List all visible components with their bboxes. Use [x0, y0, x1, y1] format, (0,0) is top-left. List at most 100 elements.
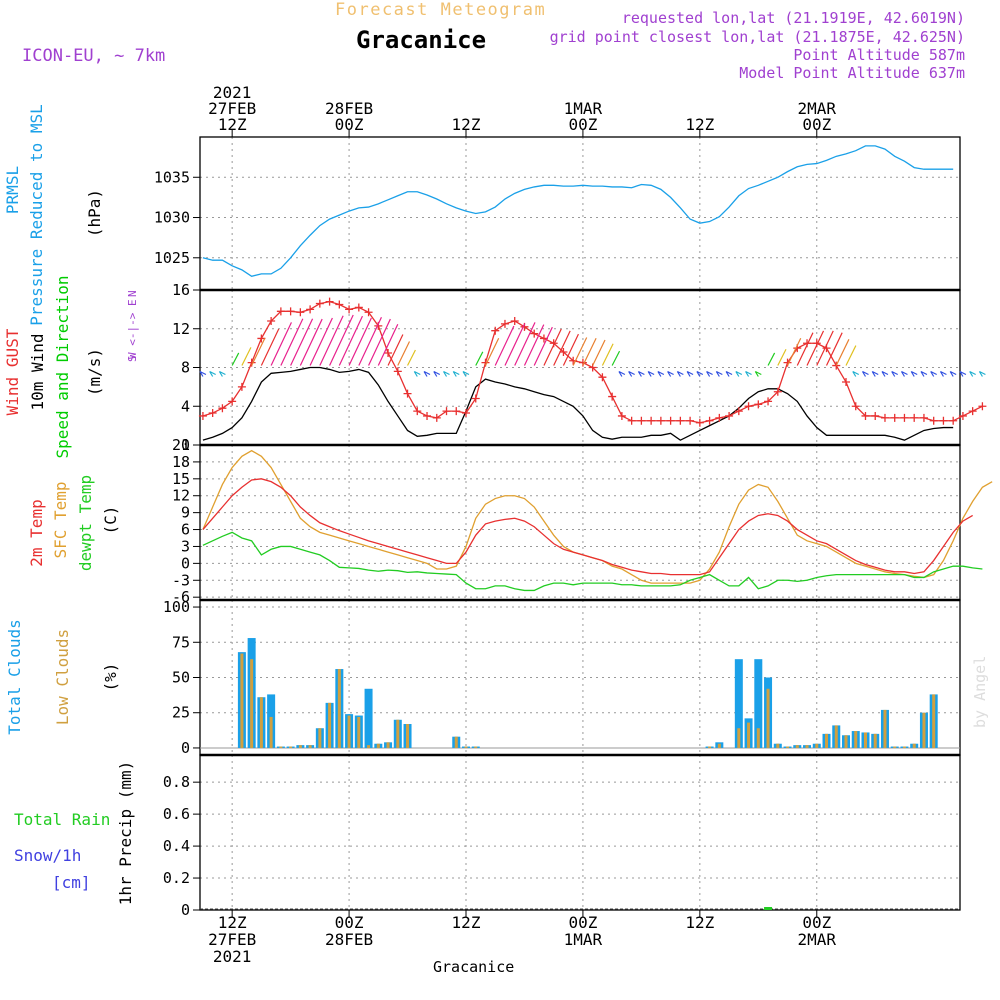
- wind-arrow: [891, 370, 898, 377]
- precip-label: 1hr Precip (mm): [116, 761, 135, 906]
- gust-marker: [958, 411, 967, 420]
- time-label-top-0-0: 2021: [213, 83, 252, 102]
- compass-we: W <-|-> E: [126, 299, 139, 359]
- ytick-label-2-4: 6: [181, 521, 190, 539]
- time-label-bottom-3-1: 1MAR: [564, 930, 603, 949]
- low-cloud-bar: [386, 742, 390, 748]
- ytick-label-2-8: 18: [172, 453, 190, 471]
- gust-marker: [384, 348, 393, 357]
- pressure-line: [202, 145, 954, 278]
- wind-arrow: [572, 337, 588, 366]
- panel-frame-2: [199, 444, 961, 601]
- wind-arrow: [280, 318, 304, 366]
- gust-marker: [754, 400, 763, 409]
- model-altitude: Model Point Altitude 637m: [739, 64, 965, 82]
- wind-arrow: [686, 370, 694, 377]
- low-cloud-bar: [708, 746, 712, 748]
- gust-marker: [364, 308, 373, 317]
- low-cloud-bar: [406, 724, 410, 748]
- compass-s: S: [126, 355, 139, 362]
- ytick-label-1-0: 0: [181, 436, 190, 454]
- gust-marker: [773, 387, 782, 396]
- ytick-label-4-1: 0.2: [163, 869, 190, 887]
- wind-arrow: [601, 343, 614, 366]
- location-title: Gracanice: [356, 26, 486, 54]
- gust-marker: [345, 305, 354, 314]
- wind-arrow: [368, 318, 391, 366]
- wind-arrow: [825, 332, 843, 366]
- wind-arrow: [523, 324, 545, 366]
- wind-arrow: [871, 370, 879, 377]
- gust-marker: [500, 319, 509, 328]
- ytick-label-3-2: 50: [172, 669, 190, 687]
- gust-marker: [968, 407, 977, 416]
- gust-marker: [286, 307, 295, 316]
- low-cloud-bar: [737, 728, 741, 748]
- low-cloud-bar: [289, 746, 293, 748]
- snow-unit-legend: [cm]: [52, 873, 91, 892]
- wind-arrow: [199, 370, 207, 377]
- gust-marker: [617, 411, 626, 420]
- low-cloud-bar: [834, 725, 838, 748]
- gust-marker: [647, 416, 656, 425]
- low-cloud-bar: [912, 743, 916, 748]
- wind-arrow: [329, 314, 354, 366]
- low-cloud-bar: [756, 728, 760, 748]
- total-cloud-bar: [754, 659, 763, 748]
- low-cloud-bar: [776, 743, 780, 748]
- wind-arrow: [611, 350, 621, 366]
- low-cloud-bar: [883, 709, 887, 748]
- time-label-bottom-0-0: 12Z: [218, 913, 247, 932]
- low-cloud-bar: [454, 736, 458, 748]
- time-label-bottom-0-1: 27FEB: [208, 930, 256, 949]
- wind-arrow: [299, 318, 323, 366]
- time-label-top-0-1: 27FEB: [208, 99, 256, 118]
- gust-label: Wind GUST: [3, 328, 22, 415]
- gust-marker: [325, 297, 334, 306]
- wind-line: [202, 366, 954, 441]
- wind-arrow: [413, 370, 421, 377]
- low-cloud-bar: [250, 659, 254, 748]
- gust-marker: [871, 411, 880, 420]
- ytick-label-4-0: 0: [181, 901, 190, 919]
- gust-marker: [978, 402, 987, 411]
- wind-arrow: [387, 334, 404, 366]
- wind-arrow: [290, 318, 314, 366]
- wind-arrow: [637, 370, 645, 377]
- low-cloud-bar: [240, 653, 244, 748]
- time-label-top-5-0: 2MAR: [798, 99, 837, 118]
- time-label-top-5-1: 00Z: [802, 115, 831, 134]
- time-label-bottom-1-0: 00Z: [335, 913, 364, 932]
- requested-coords: requested lon,lat (21.1919E, 42.6019N): [622, 9, 965, 27]
- gust-marker: [939, 416, 948, 425]
- wind-arrow: [260, 328, 280, 366]
- low-cloud-bar: [747, 722, 751, 748]
- cloud-unit: (%): [101, 663, 120, 692]
- time-label-top-1-0: 28FEB: [325, 99, 373, 118]
- time-label-bottom-5-0: 00Z: [802, 913, 831, 932]
- temp2m-line: [202, 478, 973, 576]
- wind-arrow: [949, 370, 957, 377]
- gust-marker: [510, 317, 519, 325]
- gust-marker: [442, 407, 451, 416]
- ytick-label-4-4: 0.8: [163, 773, 190, 791]
- wind-arrow: [582, 337, 597, 366]
- wind-arrow: [920, 370, 928, 377]
- temp-unit: (C): [101, 506, 120, 535]
- dewpt-label: dewpt Temp: [76, 475, 95, 571]
- wind-arrow: [900, 370, 908, 377]
- gust-marker: [491, 326, 500, 335]
- wind-arrow: [494, 325, 515, 366]
- time-label-bottom-5-1: 2MAR: [798, 930, 837, 949]
- gust-marker: [666, 416, 675, 425]
- time-label-bottom-1-1: 28FEB: [325, 930, 373, 949]
- wind-arrow: [969, 370, 976, 377]
- low-cloud-bar: [464, 746, 468, 748]
- gust-marker: [890, 413, 899, 422]
- time-label-top-4-0: 12Z: [685, 115, 714, 134]
- wind-arrow: [806, 330, 825, 366]
- wind-arrow: [377, 323, 399, 366]
- ytick-label-1-2: 8: [181, 359, 190, 377]
- low-cloud-bar: [795, 745, 799, 748]
